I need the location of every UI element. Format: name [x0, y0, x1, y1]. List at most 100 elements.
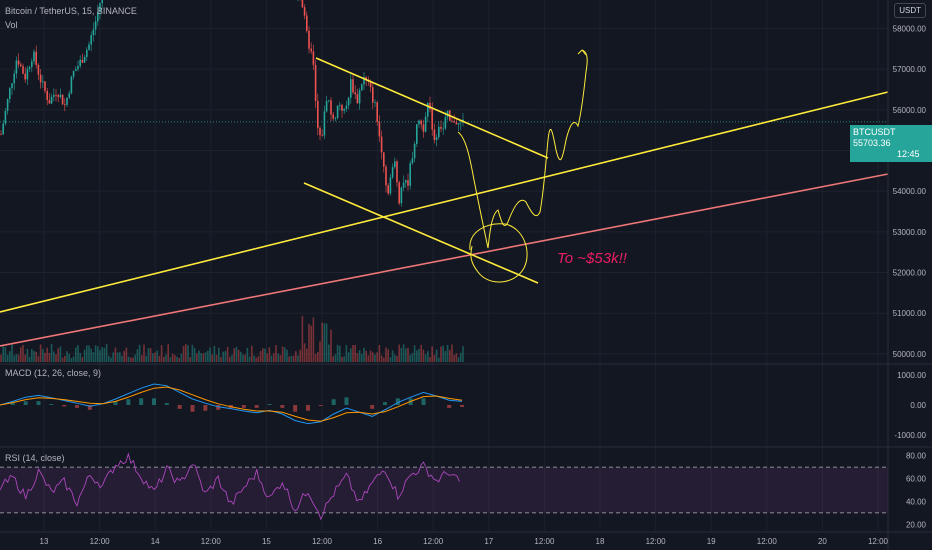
volume-bar: [347, 352, 350, 362]
macd-tick-label: 0.00: [910, 401, 926, 410]
volume-bar: [136, 349, 139, 362]
macd-title[interactable]: MACD (12, 26, close, 9): [5, 368, 102, 378]
volume-bar: [449, 349, 451, 362]
volume-bar: [336, 344, 339, 362]
candle-body: [20, 64, 22, 67]
volume-bar: [400, 347, 403, 362]
volume-bar: [193, 348, 196, 362]
badge-price: 55703.36: [853, 138, 891, 148]
volume-bar: [387, 349, 389, 362]
volume-bar: [358, 350, 361, 362]
candle-body: [369, 81, 372, 88]
wedge-lower-line[interactable]: [303, 182, 539, 284]
volume-bar: [127, 356, 130, 362]
support-trendline[interactable]: [0, 173, 889, 347]
candle-body: [352, 79, 354, 93]
volume-bar: [446, 345, 449, 362]
rsi-title[interactable]: RSI (14, close): [5, 453, 65, 463]
candle-body: [325, 101, 328, 112]
time-tick-label: 18: [596, 537, 605, 546]
candle-body: [451, 120, 453, 122]
price-candles: [0, 0, 464, 207]
volume-bar: [413, 345, 416, 362]
candle-body: [15, 60, 18, 74]
candle-body: [66, 97, 68, 105]
macd-histogram-bar: [177, 405, 182, 409]
volume-bar: [215, 354, 218, 362]
macd-histogram-bar: [113, 401, 118, 405]
volume-bar: [171, 353, 174, 362]
macd-histogram-bar: [216, 405, 221, 410]
volume-bar: [306, 348, 308, 362]
wedge-upper-line[interactable]: [315, 57, 549, 159]
candle-body: [303, 7, 306, 16]
candle-body: [33, 51, 35, 62]
rsi-tick-label: 60.00: [906, 475, 927, 484]
candle-body: [378, 121, 381, 137]
volume-bar: [240, 351, 242, 362]
candle-body: [321, 135, 323, 137]
volume-bar: [268, 347, 271, 362]
candle-body: [435, 137, 438, 140]
volume-bar: [259, 351, 262, 362]
candle-body: [347, 97, 350, 106]
target-annotation[interactable]: To ~$53k!!: [557, 250, 627, 267]
volume-bar: [251, 345, 253, 362]
volume-bar: [455, 353, 458, 362]
volume-label[interactable]: Vol: [5, 20, 18, 30]
volume-bar: [444, 350, 447, 362]
candle-body: [358, 90, 361, 104]
volume-bar: [325, 323, 328, 362]
volume-bar: [196, 353, 198, 362]
volume-bar: [46, 347, 48, 362]
currency-button[interactable]: USDT: [894, 3, 926, 18]
candle-body: [405, 180, 407, 183]
volume-bar: [211, 354, 213, 362]
volume-bar: [418, 348, 420, 362]
time-tick-label: 12:00: [90, 537, 111, 546]
volume-bar: [383, 357, 385, 362]
target-circle[interactable]: [469, 223, 528, 283]
volume-bar: [114, 347, 117, 362]
candle-body: [332, 114, 334, 119]
volume-bar: [248, 356, 251, 362]
time-tick-label: 12:00: [646, 537, 667, 546]
volume-bar: [314, 354, 317, 362]
volume-bar: [266, 353, 268, 362]
time-tick-label: 12:00: [312, 537, 333, 546]
volume-bar: [182, 345, 185, 362]
candle-body: [317, 100, 319, 128]
volume-bar: [112, 352, 114, 362]
volume-bar: [460, 352, 462, 362]
drawings[interactable]: [0, 49, 889, 347]
symbol-title[interactable]: Bitcoin / TetherUS, 15, BINANCE: [5, 6, 137, 16]
volume-bar: [61, 357, 64, 362]
ascending-trendline[interactable]: [0, 91, 889, 313]
volume-bar: [103, 347, 106, 362]
volume-bar: [15, 354, 18, 362]
candle-body: [81, 59, 84, 63]
volume-bar: [123, 350, 125, 362]
candle-body: [37, 64, 40, 75]
macd-histogram-bar: [421, 398, 426, 405]
candle-body: [407, 180, 409, 186]
volume-bar: [354, 344, 356, 362]
volume-bar: [68, 353, 70, 362]
volume-bar: [116, 352, 119, 362]
volume-bar: [20, 347, 22, 362]
volume-bar: [427, 351, 429, 362]
volume-bar: [286, 349, 288, 362]
projection-path[interactable]: [457, 49, 588, 249]
candle-body: [6, 99, 9, 111]
candle-body: [457, 123, 460, 125]
macd-histogram-bar: [306, 405, 310, 411]
candle-body: [75, 69, 77, 71]
volume-bar: [288, 356, 290, 362]
last-price-badge: BTCUSDT 55703.36 12:45: [850, 125, 932, 162]
volume-bar: [55, 354, 57, 362]
candle-body: [365, 77, 367, 80]
candle-body: [383, 152, 385, 167]
candle-body: [35, 51, 37, 65]
